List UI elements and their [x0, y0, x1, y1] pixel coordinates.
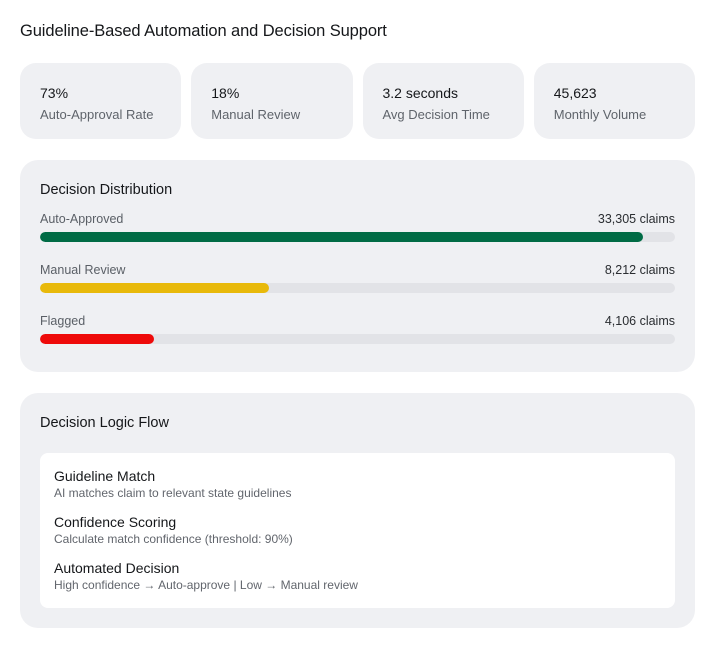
flow-step-title: Confidence Scoring	[54, 514, 177, 530]
decision-logic-flow-card: Decision Logic Flow Guideline Match AI m…	[20, 393, 695, 628]
distribution-count: 4,106 claims	[604, 314, 675, 328]
flow-step-guideline-match: Guideline Match AI matches claim to rele…	[54, 467, 661, 513]
distribution-row-auto-approved: Auto-Approved 33,305 claims	[40, 211, 675, 262]
stat-label: Manual Review	[211, 107, 301, 122]
stat-label: Auto-Approval Rate	[40, 107, 154, 122]
stat-label: Monthly Volume	[553, 107, 647, 122]
stat-card-auto-approval-rate: 73% Auto-Approval Rate	[20, 63, 182, 139]
distribution-label: Auto-Approved	[40, 212, 124, 226]
flow-step-automated-decision: Automated Decision High confidence → Aut…	[54, 559, 661, 605]
distribution-row-manual-review: Manual Review 8,212 claims	[40, 262, 675, 313]
flow-step-description: AI matches claim to relevant state guide…	[54, 486, 292, 500]
progress-fill	[40, 334, 155, 344]
stat-value: 45,623	[553, 85, 597, 101]
stat-label: Avg Decision Time	[382, 107, 490, 122]
stat-card-avg-decision-time: 3.2 seconds Avg Decision Time	[362, 63, 524, 139]
distribution-label: Manual Review	[40, 263, 126, 277]
distribution-count: 33,305 claims	[597, 212, 675, 226]
flow-step-description: Calculate match confidence (threshold: 9…	[54, 532, 293, 546]
distribution-list: Auto-Approved 33,305 claims Manual Revie…	[40, 211, 675, 364]
progress-fill	[40, 232, 644, 242]
flow-step-description: High confidence → Auto-approve | Low → M…	[54, 578, 358, 592]
distribution-count: 8,212 claims	[604, 263, 675, 277]
stat-value: 3.2 seconds	[382, 85, 459, 101]
progress-track	[40, 283, 675, 293]
decision-distribution-card: Decision Distribution Auto-Approved 33,3…	[20, 160, 695, 372]
card-title: Decision Distribution	[40, 182, 173, 198]
stat-card-manual-review: 18% Manual Review	[191, 63, 353, 139]
stat-card-monthly-volume: 45,623 Monthly Volume	[533, 63, 695, 139]
distribution-label: Flagged	[40, 314, 86, 328]
stat-value: 73%	[40, 85, 69, 101]
flow-steps-panel: Guideline Match AI matches claim to rele…	[40, 453, 675, 608]
flow-step-title: Guideline Match	[54, 468, 156, 484]
stat-value: 18%	[211, 85, 240, 101]
progress-fill	[40, 283, 269, 293]
card-title: Decision Logic Flow	[40, 415, 169, 431]
flow-step-confidence-scoring: Confidence Scoring Calculate match confi…	[54, 513, 661, 559]
progress-track	[40, 334, 675, 344]
stats-row: 73% Auto-Approval Rate 18% Manual Review…	[20, 63, 695, 139]
page-title: Guideline-Based Automation and Decision …	[20, 22, 387, 40]
flow-step-title: Automated Decision	[54, 560, 180, 576]
distribution-row-flagged: Flagged 4,106 claims	[40, 313, 675, 364]
progress-track	[40, 232, 675, 242]
